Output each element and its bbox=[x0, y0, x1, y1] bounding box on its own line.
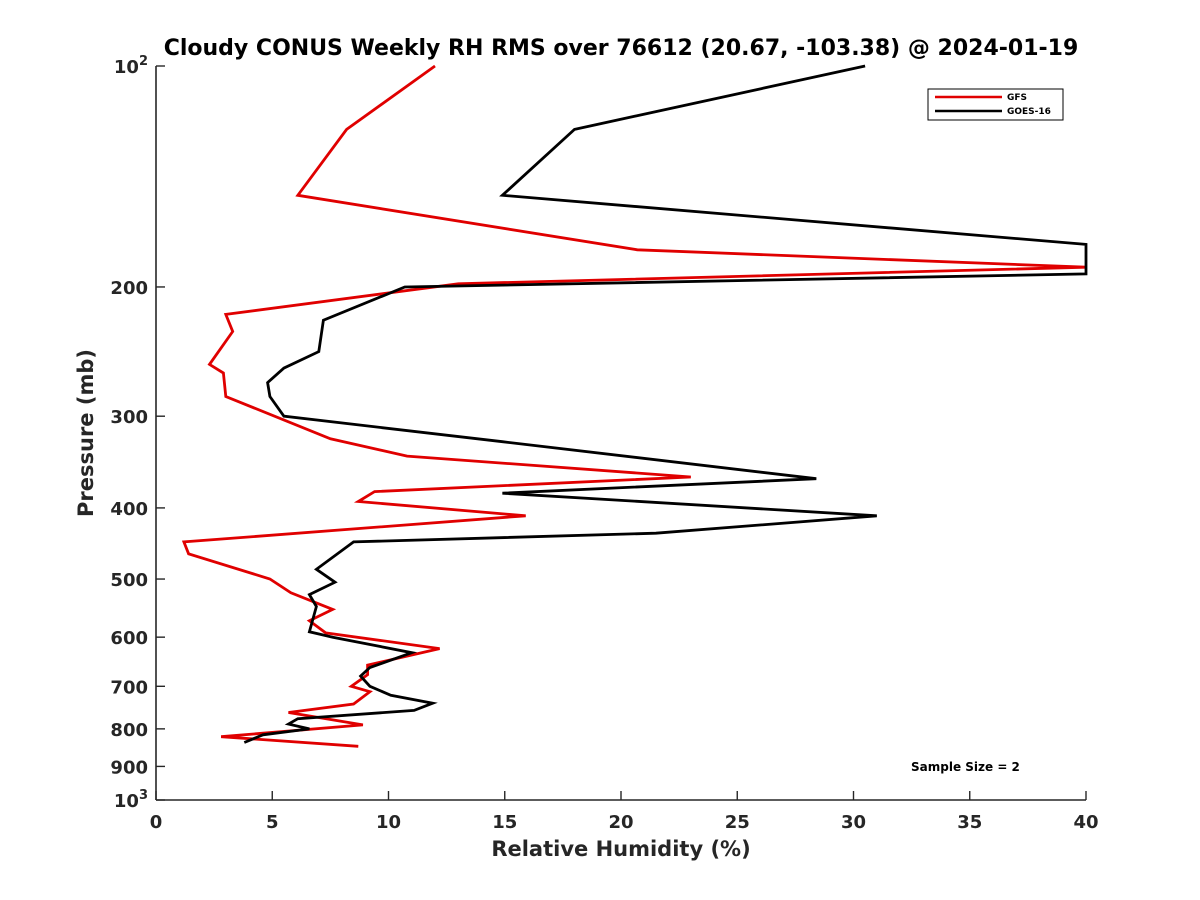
series-line-gfs bbox=[181, 64, 1087, 748]
y-tick-label: 800 bbox=[110, 720, 148, 741]
y-tick-label: 700 bbox=[110, 677, 148, 698]
sample-size-annotation: Sample Size = 2 bbox=[911, 760, 1020, 774]
y-tick-label: 900 bbox=[110, 757, 148, 778]
plot-area: 0 5 10 15 20 25 30 35 40 102 200 300 400 500 600 700 80… bbox=[110, 54, 1098, 833]
x-tick-label: 5 bbox=[266, 812, 279, 833]
legend-box bbox=[927, 88, 1064, 121]
y-tick-label: 200 bbox=[110, 278, 148, 299]
x-axis-label: Relative Humidity (%) bbox=[491, 837, 750, 861]
y-tick-label: 300 bbox=[110, 407, 148, 428]
y-axis-label: Pressure (mb) bbox=[74, 349, 98, 517]
series-layer bbox=[181, 64, 1088, 748]
y-tick-label: 500 bbox=[110, 570, 148, 591]
series-line-goes-16 bbox=[243, 64, 1088, 744]
chart-title: Cloudy CONUS Weekly RH RMS over 76612 (2… bbox=[164, 36, 1079, 61]
y-tick-label: 400 bbox=[110, 499, 148, 520]
x-ticks: 0 5 10 15 20 25 30 35 40 bbox=[150, 791, 1099, 833]
y-ticks: 102 200 300 400 500 600 700 800 900 103 bbox=[110, 54, 165, 812]
x-tick-label: 35 bbox=[957, 812, 982, 833]
x-tick-label: 40 bbox=[1073, 812, 1098, 833]
legend: GFS GOES-16 bbox=[927, 88, 1064, 121]
y-tick-label: 102 bbox=[114, 54, 148, 78]
y-tick-label: 103 bbox=[114, 788, 148, 812]
x-tick-label: 20 bbox=[608, 812, 633, 833]
x-tick-label: 0 bbox=[150, 812, 163, 833]
x-tick-label: 10 bbox=[376, 812, 401, 833]
x-tick-label: 15 bbox=[492, 812, 517, 833]
x-tick-label: 25 bbox=[725, 812, 750, 833]
y-tick-label: 600 bbox=[110, 628, 148, 649]
legend-label-goes-16: GOES-16 bbox=[1007, 107, 1051, 117]
legend-label-gfs: GFS bbox=[1007, 93, 1027, 103]
x-tick-label: 30 bbox=[841, 812, 866, 833]
